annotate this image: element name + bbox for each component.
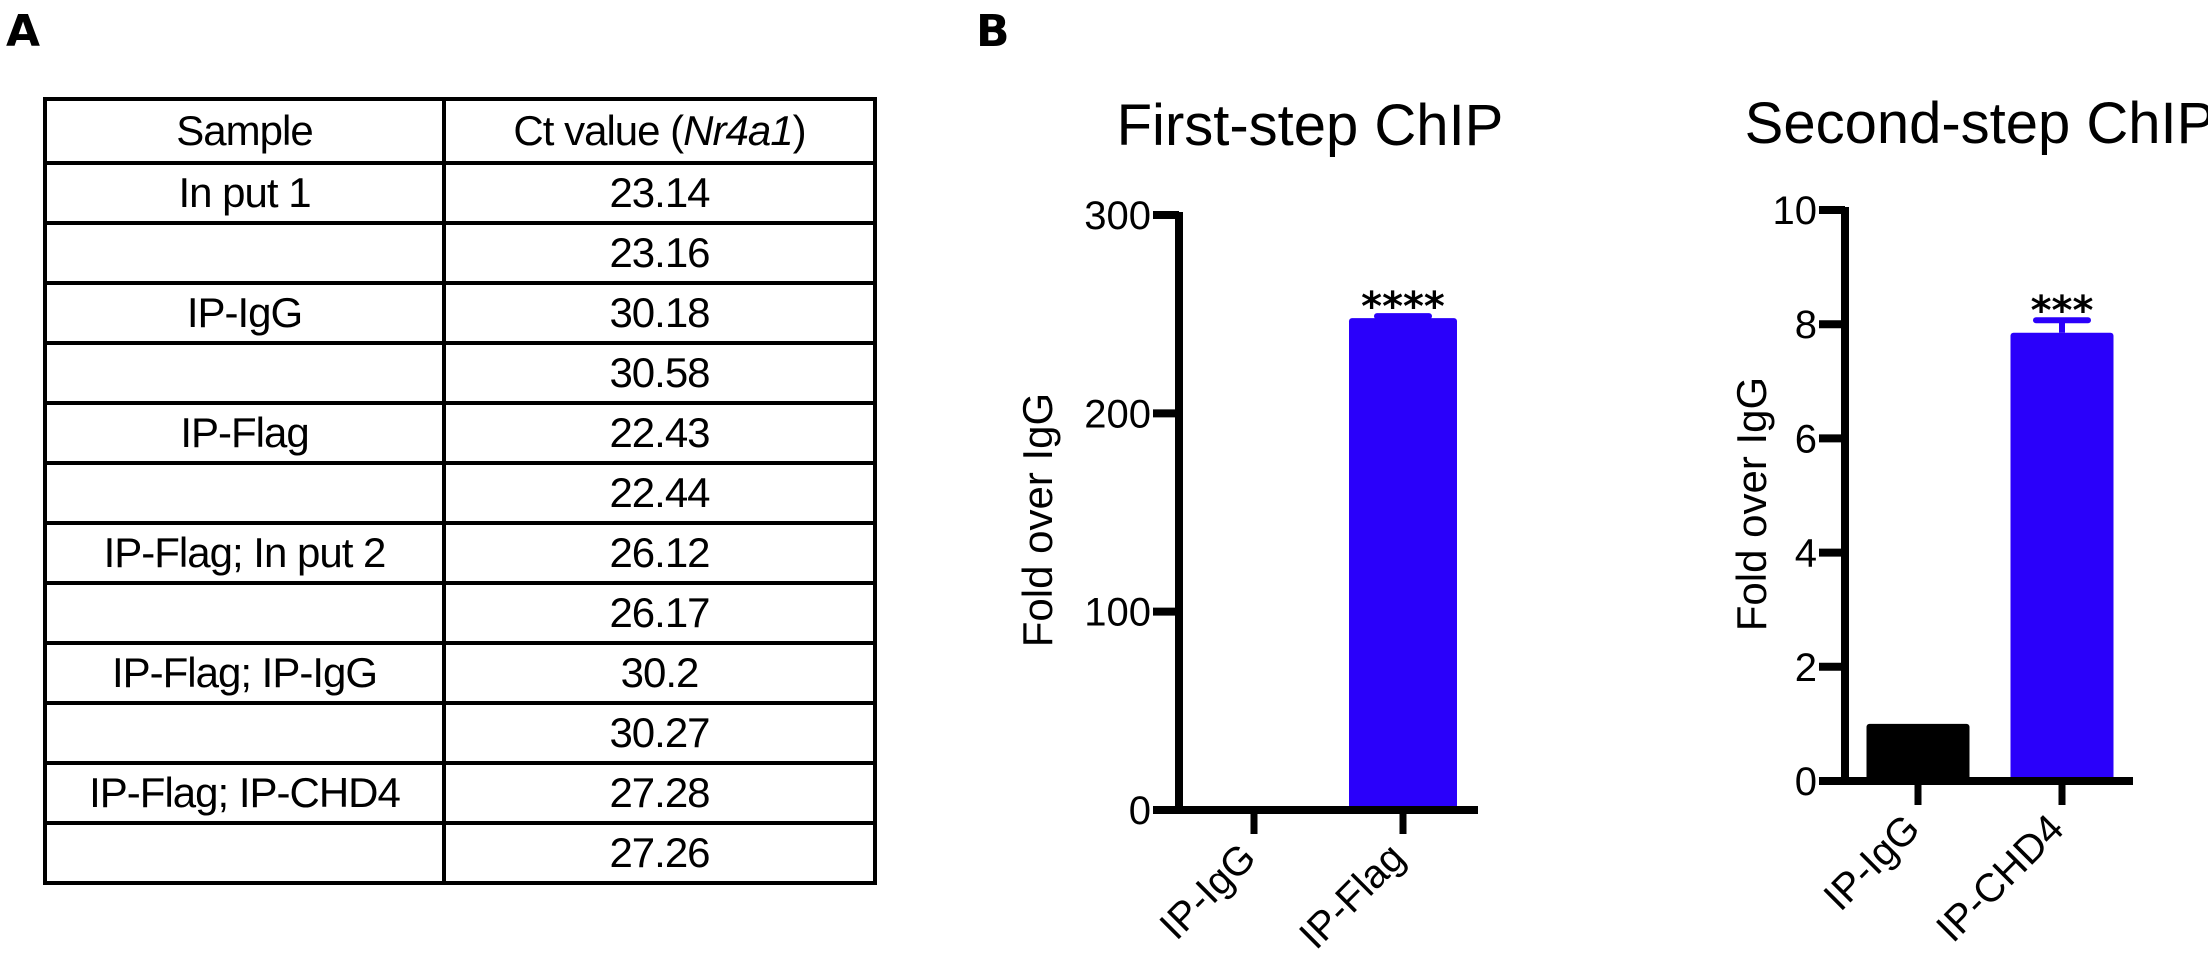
sample-cell: IP-Flag; IP-CHD4 [43,761,446,825]
ct-value-cell: 27.26 [442,821,877,885]
ct-value-cell: 23.16 [442,221,877,285]
bar-ip-flag [1349,318,1457,810]
ct-value-cell: 22.44 [442,461,877,525]
sample-cell [43,701,446,765]
table-row: IP-Flag; In put 2 26.12 [43,521,877,585]
ct-value-cell: 23.14 [442,161,877,225]
table-row: IP-Flag 22.43 [43,401,877,465]
x-tick-label: IP-Flag [1291,835,1413,957]
y-tick-label: 200 [1084,392,1151,436]
sample-cell [43,821,446,885]
ct-value-cell: 30.18 [442,281,877,345]
chart-title: First-step ChIP [1117,93,1504,158]
ct-value-cell: 27.28 [442,761,877,825]
column-header-sample: Sample [43,97,446,165]
table-row: 26.17 [43,581,877,645]
chart-1: First-step ChIP Fold over IgG IP-IgG **** IP… [1014,93,1503,958]
y-axis-label: Fold over IgG [1728,377,1775,631]
y-tick-label: 0 [1795,760,1817,804]
panel-label-a: A [6,6,41,57]
table-row: In put 1 23.14 [43,161,877,225]
bar-ip-igg [1866,723,1970,781]
chart-2: Second-step ChIP Fold over IgG IP-IgG *** IP… [1728,91,2208,951]
table-row: IP-Flag; IP-IgG 30.2 [43,641,877,705]
sample-cell: IP-Flag; In put 2 [43,521,446,585]
y-tick-label: 10 [1773,189,1818,233]
y-tick-label: 6 [1795,417,1817,461]
table-row: 30.27 [43,701,877,765]
y-axis-label: Fold over IgG [1014,393,1061,647]
sample-cell: IP-Flag; IP-IgG [43,641,446,705]
bar-ip-chd4 [2010,332,2114,781]
table-row: 30.58 [43,341,877,405]
ct-value-cell: 30.27 [442,701,877,765]
x-tick-label: IP-IgG [1816,806,1929,919]
y-tick-label: 100 [1084,591,1151,635]
y-tick-label: 8 [1795,303,1817,347]
y-tick-label: 0 [1129,789,1151,833]
sample-cell [43,221,446,285]
x-tick-label: IP-CHD4 [1928,806,2072,950]
ct-value-table: Sample Ct value (Nr4a1) In put 1 23.14 23.… [43,97,877,885]
ct-header-gene: Nr4a1 [683,107,793,154]
table-row: IP-Flag; IP-CHD4 27.28 [43,761,877,825]
ct-value-cell: 30.58 [442,341,877,405]
ct-value-cell: 26.17 [442,581,877,645]
y-tick-label: 2 [1795,646,1817,690]
column-header-ct-value: Ct value (Nr4a1) [442,97,877,165]
ct-value-cell: 30.2 [442,641,877,705]
ct-header-prefix: Ct value ( [513,107,684,154]
sample-cell [43,581,446,645]
table-row: 23.16 [43,221,877,285]
significance-asterisks: *** [2031,288,2094,334]
table-row: 22.44 [43,461,877,525]
y-tick-label: 300 [1084,194,1151,238]
chart-title: Second-step ChIP [1745,91,2208,156]
y-tick-label: 4 [1795,532,1817,576]
table-body: In put 1 23.14 23.16 IP-IgG 30.18 30.58 IP-Fla… [43,161,877,885]
ct-value-cell: 26.12 [442,521,877,585]
sample-cell: In put 1 [43,161,446,225]
table-row: IP-IgG 30.18 [43,281,877,345]
x-tick-label: IP-IgG [1152,835,1265,948]
table-row: 27.26 [43,821,877,885]
sample-cell: IP-Flag [43,401,446,465]
sample-cell: IP-IgG [43,281,446,345]
sample-cell [43,461,446,525]
sample-cell [43,341,446,405]
ct-value-cell: 22.43 [442,401,877,465]
table-header-row: Sample Ct value (Nr4a1) [43,97,877,165]
significance-asterisks: **** [1361,284,1445,330]
ct-header-suffix: ) [792,107,807,154]
panel-label-b: B [976,6,1010,57]
